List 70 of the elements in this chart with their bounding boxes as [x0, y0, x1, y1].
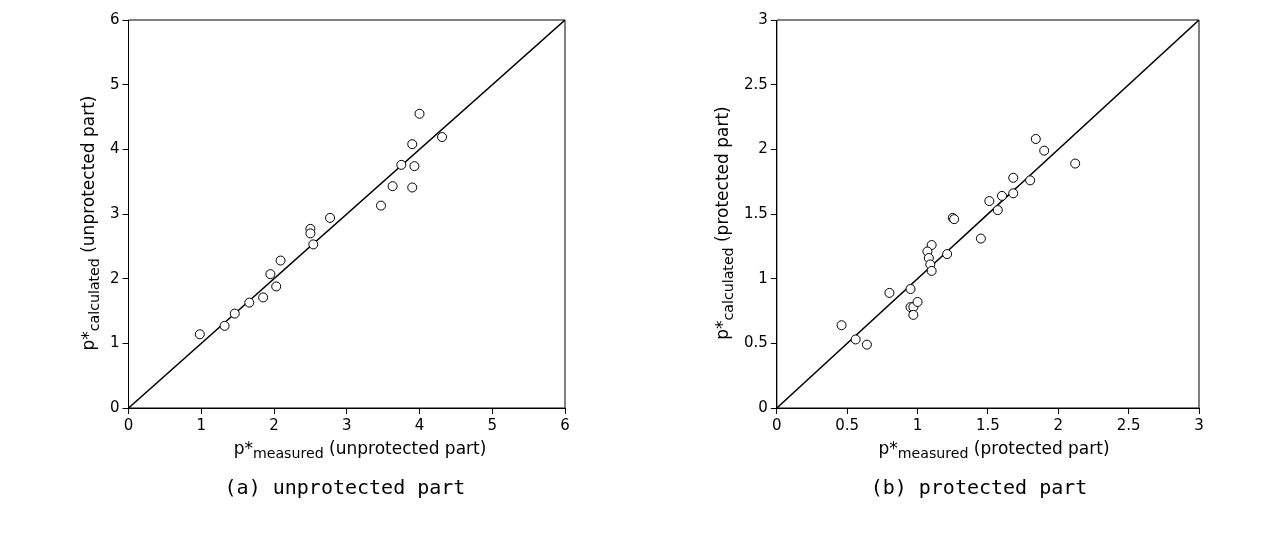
y-tick-label: 0.5	[744, 333, 768, 352]
x-tick-label: 2	[269, 415, 279, 434]
point	[1039, 145, 1050, 156]
x-tick-label: 6	[560, 415, 570, 434]
point	[1008, 172, 1019, 183]
point	[1025, 175, 1036, 186]
point	[275, 255, 286, 266]
y-tick-label: 4	[110, 139, 120, 158]
point	[437, 132, 448, 143]
point	[407, 139, 418, 150]
x-tick-label: 0.5	[835, 415, 860, 434]
y-tick-label: 3	[110, 203, 120, 222]
y-tick-label: 2	[758, 139, 768, 158]
point	[271, 281, 282, 292]
point	[244, 297, 255, 308]
point	[308, 239, 319, 250]
y-tick-label: 0	[110, 397, 120, 416]
x-tick-label: 4	[414, 415, 425, 434]
point	[975, 233, 986, 244]
y-tick-label: 5	[110, 74, 120, 93]
point	[861, 339, 872, 350]
point	[325, 212, 336, 223]
point	[984, 196, 995, 207]
y-tick-label: 2.5	[744, 74, 768, 93]
x-tick-label: 2	[1053, 415, 1064, 434]
point	[926, 265, 937, 276]
x-tick-label: 3	[342, 415, 352, 434]
point	[1008, 188, 1019, 199]
point	[407, 182, 418, 193]
point	[229, 308, 240, 319]
point	[1030, 133, 1041, 144]
y-tick-label: 6	[110, 9, 120, 28]
point	[884, 287, 895, 298]
text: (a) unprotected part	[224, 475, 466, 500]
y-tick-label: 2	[110, 268, 120, 287]
x-axis-title: p*$_{measured}$ (protected part)	[878, 438, 1110, 462]
point	[908, 309, 919, 320]
point	[912, 296, 923, 307]
x-tick-label: 3	[1194, 415, 1204, 434]
x-tick-label: 0	[123, 415, 134, 434]
x-tick-label: 0	[772, 415, 782, 434]
x-tick-label: 1	[196, 415, 207, 434]
point	[375, 200, 386, 211]
point	[992, 205, 1003, 216]
y-tick-label: 3	[758, 9, 768, 28]
point	[905, 284, 916, 295]
point	[258, 292, 269, 303]
point	[396, 159, 407, 170]
point	[1070, 158, 1081, 169]
x-axis-title: p*$_{measured}$ (unprotected part)	[233, 438, 487, 462]
y-tick-label: 1.5	[744, 203, 768, 222]
point	[942, 249, 953, 260]
y-tick-label: 1	[110, 333, 120, 352]
text: (b) protected part	[870, 475, 1088, 500]
point	[836, 320, 847, 331]
x-tick-label: 1	[912, 415, 923, 434]
x-tick-label: 2.5	[1116, 415, 1141, 434]
y-tick-label: 0	[758, 397, 768, 416]
point	[265, 269, 276, 280]
point	[219, 320, 230, 331]
x-tick-label: 5	[487, 415, 498, 434]
y-tick-label: 1	[758, 268, 768, 287]
point	[850, 334, 861, 345]
x-tick-label: 1.5	[976, 415, 1000, 434]
point	[305, 228, 316, 239]
point	[409, 161, 420, 172]
point	[997, 190, 1007, 201]
point	[194, 329, 205, 340]
point	[387, 181, 398, 192]
point	[414, 108, 425, 119]
